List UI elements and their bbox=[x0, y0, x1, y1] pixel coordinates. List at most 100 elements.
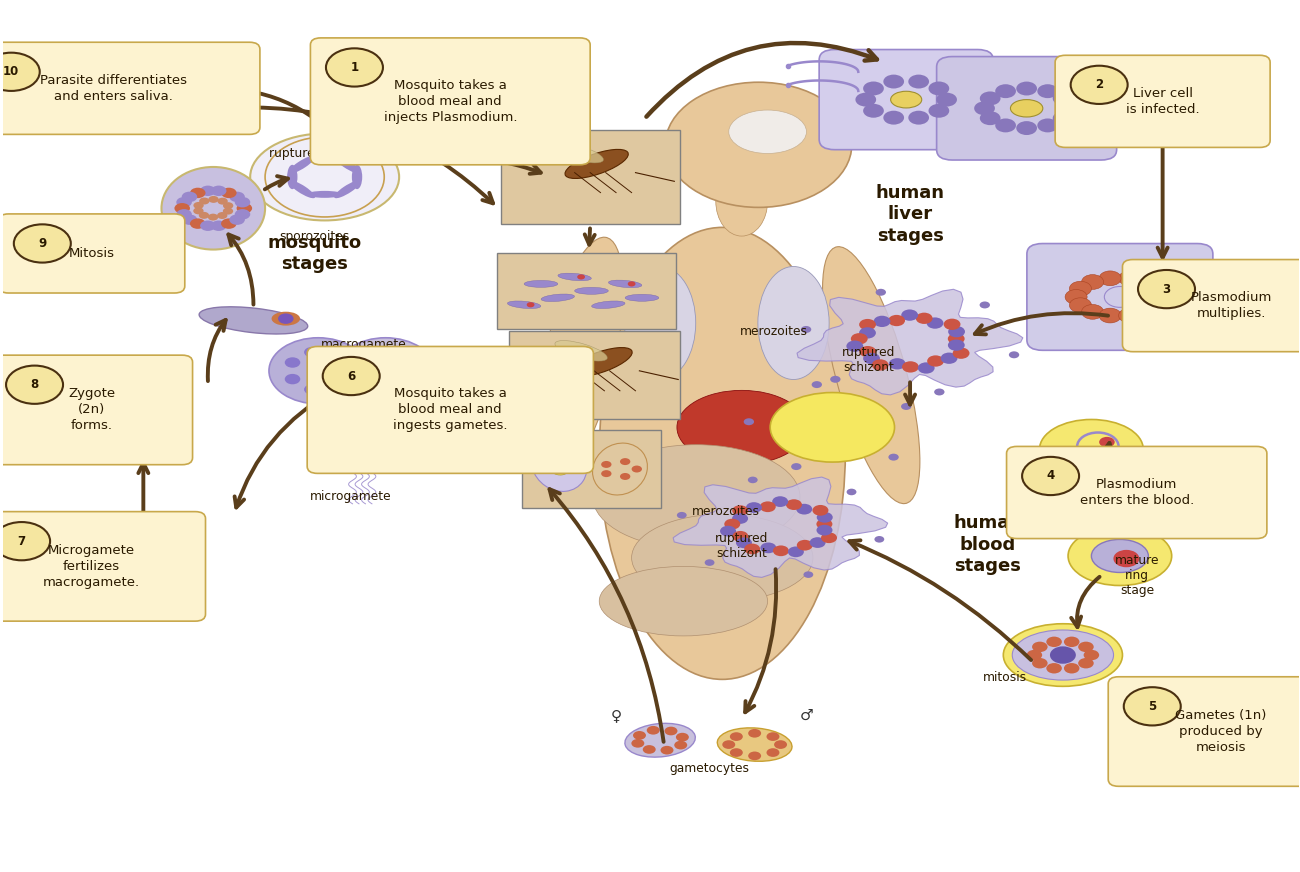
FancyBboxPatch shape bbox=[936, 57, 1117, 160]
Circle shape bbox=[901, 403, 911, 410]
Ellipse shape bbox=[334, 181, 361, 198]
Circle shape bbox=[876, 289, 887, 296]
Ellipse shape bbox=[1010, 99, 1043, 117]
Text: ♂: ♂ bbox=[800, 708, 814, 723]
Text: ruptured oocysts: ruptured oocysts bbox=[269, 147, 373, 160]
Circle shape bbox=[1138, 270, 1195, 308]
Circle shape bbox=[351, 372, 367, 383]
Circle shape bbox=[744, 543, 760, 555]
Circle shape bbox=[736, 537, 751, 548]
Circle shape bbox=[909, 111, 930, 125]
Circle shape bbox=[855, 92, 876, 106]
Circle shape bbox=[928, 104, 949, 118]
Circle shape bbox=[632, 466, 642, 473]
Text: Mosquito takes a
blood meal and
injects Plasmodium.: Mosquito takes a blood meal and injects … bbox=[384, 78, 517, 124]
Circle shape bbox=[883, 75, 903, 89]
Circle shape bbox=[918, 363, 935, 373]
Circle shape bbox=[846, 488, 857, 495]
Ellipse shape bbox=[891, 92, 922, 108]
Circle shape bbox=[199, 212, 209, 219]
Text: macrogamete: macrogamete bbox=[321, 338, 407, 351]
Text: merozoites: merozoites bbox=[692, 505, 760, 518]
Circle shape bbox=[1098, 271, 1121, 286]
Circle shape bbox=[174, 203, 190, 214]
Circle shape bbox=[724, 519, 740, 529]
Circle shape bbox=[797, 540, 812, 550]
Circle shape bbox=[1065, 290, 1087, 304]
Ellipse shape bbox=[1092, 540, 1148, 572]
Circle shape bbox=[328, 380, 343, 391]
Ellipse shape bbox=[507, 301, 541, 309]
Circle shape bbox=[1063, 637, 1079, 647]
Circle shape bbox=[177, 197, 192, 208]
Circle shape bbox=[850, 333, 867, 344]
Circle shape bbox=[1058, 101, 1079, 115]
Circle shape bbox=[221, 187, 237, 198]
FancyBboxPatch shape bbox=[0, 355, 192, 465]
Circle shape bbox=[948, 333, 965, 344]
Text: immature
ring stage: immature ring stage bbox=[1110, 450, 1173, 478]
Circle shape bbox=[816, 512, 833, 522]
Text: 6: 6 bbox=[347, 370, 355, 383]
Ellipse shape bbox=[532, 438, 586, 492]
Circle shape bbox=[1098, 308, 1121, 323]
Circle shape bbox=[872, 359, 889, 371]
Circle shape bbox=[772, 496, 788, 507]
Text: 3: 3 bbox=[1162, 283, 1170, 296]
Circle shape bbox=[194, 208, 204, 215]
FancyBboxPatch shape bbox=[819, 50, 993, 150]
Circle shape bbox=[1071, 65, 1127, 104]
Text: 10: 10 bbox=[3, 65, 20, 78]
Circle shape bbox=[935, 389, 945, 396]
Text: 9: 9 bbox=[38, 237, 47, 250]
Circle shape bbox=[664, 726, 677, 735]
Circle shape bbox=[1027, 650, 1043, 660]
Circle shape bbox=[217, 198, 228, 205]
Text: Plasmodium
multiplies.: Plasmodium multiplies. bbox=[1191, 291, 1271, 320]
Circle shape bbox=[901, 310, 918, 321]
Text: mosquito
stages: mosquito stages bbox=[268, 234, 361, 273]
Ellipse shape bbox=[625, 724, 696, 757]
Ellipse shape bbox=[823, 247, 920, 504]
Circle shape bbox=[759, 501, 776, 512]
Text: Zygote
(2n)
forms.: Zygote (2n) forms. bbox=[68, 387, 116, 433]
Ellipse shape bbox=[716, 167, 767, 236]
Ellipse shape bbox=[555, 341, 607, 361]
Circle shape bbox=[774, 546, 789, 556]
Circle shape bbox=[646, 726, 659, 734]
Ellipse shape bbox=[161, 167, 265, 249]
Circle shape bbox=[720, 526, 736, 536]
Circle shape bbox=[948, 339, 965, 351]
Circle shape bbox=[863, 353, 880, 364]
Ellipse shape bbox=[1069, 527, 1171, 585]
Circle shape bbox=[927, 356, 944, 366]
Ellipse shape bbox=[593, 443, 647, 495]
Circle shape bbox=[642, 745, 655, 753]
Ellipse shape bbox=[608, 280, 642, 288]
Text: ruptured
schizont: ruptured schizont bbox=[842, 346, 896, 374]
Circle shape bbox=[941, 352, 958, 364]
Circle shape bbox=[909, 75, 930, 89]
Circle shape bbox=[14, 224, 70, 262]
FancyBboxPatch shape bbox=[0, 512, 205, 621]
Circle shape bbox=[628, 282, 636, 287]
Circle shape bbox=[211, 186, 226, 196]
Circle shape bbox=[601, 461, 611, 468]
Circle shape bbox=[1053, 112, 1074, 126]
Circle shape bbox=[1017, 82, 1037, 95]
Circle shape bbox=[322, 357, 380, 395]
Circle shape bbox=[774, 740, 786, 749]
Circle shape bbox=[980, 92, 1001, 106]
Circle shape bbox=[1148, 282, 1170, 296]
Circle shape bbox=[339, 365, 355, 376]
Ellipse shape bbox=[541, 294, 575, 302]
Circle shape bbox=[811, 381, 822, 388]
Text: 7: 7 bbox=[17, 535, 26, 548]
Text: Mitosis: Mitosis bbox=[69, 247, 114, 260]
Ellipse shape bbox=[624, 267, 696, 379]
Circle shape bbox=[677, 512, 686, 519]
Circle shape bbox=[831, 376, 841, 383]
Circle shape bbox=[902, 361, 919, 372]
Ellipse shape bbox=[537, 237, 623, 479]
Circle shape bbox=[222, 202, 233, 209]
